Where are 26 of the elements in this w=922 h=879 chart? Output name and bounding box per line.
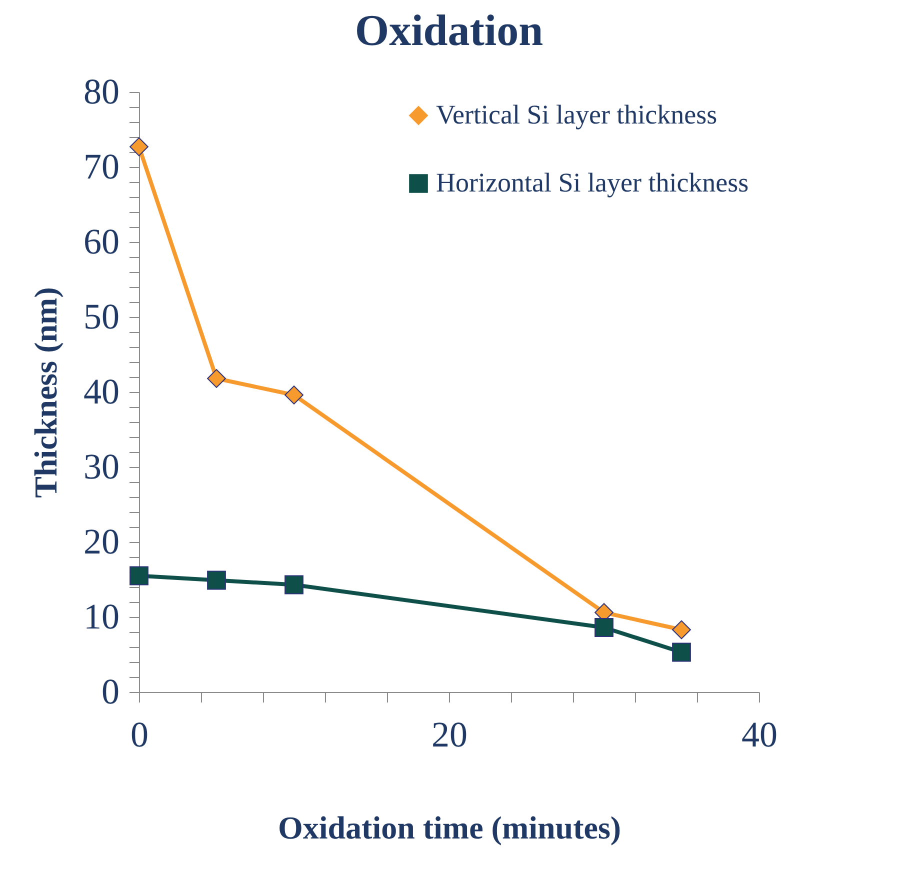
point: [284, 386, 304, 404]
y-tick-label: 60: [84, 222, 120, 262]
y-tick-label: 0: [102, 672, 120, 712]
legend-label: Horizontal Si layer thickness: [436, 168, 749, 198]
point: [672, 620, 691, 640]
point: [207, 369, 226, 388]
point: [130, 566, 148, 586]
x-tick-label: 40: [742, 714, 778, 754]
point: [207, 570, 226, 590]
y-tick-label: 40: [84, 372, 120, 412]
point: [672, 642, 691, 662]
y-tick-label: 70: [84, 146, 120, 186]
y-tick-label: 20: [84, 522, 120, 562]
y-tick-label: 50: [84, 296, 120, 336]
x-tick-label: 20: [432, 714, 468, 754]
y-tick-label: 30: [84, 446, 120, 486]
legend-label: Vertical Si layer thickness: [436, 100, 718, 130]
y-tick-label: 10: [84, 596, 120, 636]
point: [284, 575, 304, 594]
x-axis-title: Oxidation time (minutes): [278, 810, 622, 846]
point: [130, 137, 148, 156]
chart-title: Oxidation: [354, 6, 544, 55]
x-tick-label: 0: [130, 714, 148, 754]
y-tick-label: 80: [84, 72, 120, 112]
point: [594, 618, 614, 637]
y-axis-title: Thickness (nm): [28, 287, 64, 498]
